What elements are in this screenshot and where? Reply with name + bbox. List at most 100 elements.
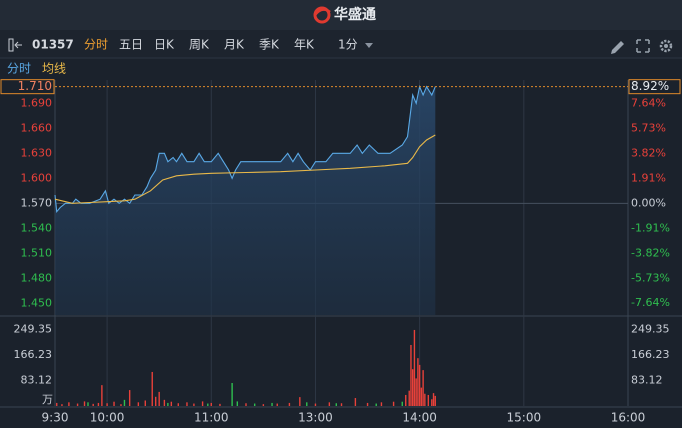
series-line bbox=[54, 84, 436, 214]
last-price-box bbox=[0, 79, 55, 95]
volume-bar bbox=[405, 394, 407, 406]
draw-icon[interactable] bbox=[611, 41, 624, 54]
y2-tick-label: 1.91% bbox=[631, 171, 666, 184]
volume-bar bbox=[167, 402, 169, 406]
period-tab[interactable]: 分时 bbox=[84, 38, 108, 52]
y-tick-label: 1.480 bbox=[21, 271, 53, 284]
settings-icon[interactable] bbox=[659, 39, 673, 53]
volume-bar bbox=[431, 399, 433, 406]
period-tab[interactable]: 季K bbox=[259, 38, 280, 52]
volume-bar bbox=[231, 383, 233, 406]
volume-bar bbox=[210, 402, 212, 406]
volume-bar bbox=[177, 403, 179, 406]
volume-tick-label: 166.23 bbox=[631, 348, 670, 361]
volume-bar bbox=[306, 402, 308, 406]
volume-unit: 万 bbox=[42, 393, 53, 406]
y-tick-label: 1.540 bbox=[21, 221, 53, 234]
volume-bar bbox=[87, 402, 89, 406]
volume-bar bbox=[158, 391, 160, 406]
x-tick-label: 11:00 bbox=[194, 411, 229, 425]
series-line bbox=[54, 134, 436, 204]
y-tick-label: 1.570 bbox=[21, 196, 53, 209]
volume-bar bbox=[375, 403, 377, 406]
interval-select[interactable]: 1分 bbox=[338, 38, 358, 52]
volume-bar bbox=[219, 403, 221, 406]
y2-tick-label: -3.82% bbox=[631, 246, 670, 259]
volume-bar bbox=[417, 358, 419, 406]
back-icon[interactable] bbox=[8, 38, 22, 52]
volume-bar bbox=[186, 402, 188, 406]
y-tick-label: 1.600 bbox=[21, 171, 53, 184]
volume-bar bbox=[401, 401, 403, 406]
volume-bar bbox=[123, 399, 126, 406]
volume-bar bbox=[144, 400, 146, 406]
volume-bar bbox=[271, 402, 273, 406]
volume-bar bbox=[276, 403, 278, 406]
period-tab[interactable]: 周K bbox=[189, 38, 210, 52]
y-tick-label: 1.630 bbox=[21, 146, 53, 159]
period-tab[interactable]: 年K bbox=[294, 38, 315, 52]
volume-bar bbox=[97, 402, 100, 406]
volume-bar bbox=[101, 385, 103, 406]
volume-bar bbox=[120, 404, 122, 406]
volume-bar bbox=[83, 401, 86, 406]
x-tick-label: 15:00 bbox=[507, 411, 542, 425]
y2-tick-label: 5.73% bbox=[631, 121, 666, 134]
volume-bar bbox=[56, 402, 58, 406]
period-tab[interactable]: 五日 bbox=[119, 38, 143, 52]
x-tick-label: 9:30 bbox=[42, 411, 69, 425]
volume-bar bbox=[411, 369, 414, 406]
volume-bar bbox=[415, 378, 417, 406]
volume-bar bbox=[392, 401, 395, 406]
period-tab[interactable]: 月K bbox=[224, 38, 245, 52]
volume-bar bbox=[424, 393, 426, 406]
fullscreen-icon[interactable] bbox=[636, 39, 650, 53]
y2-tick-label: -1.91% bbox=[631, 221, 670, 234]
y2-tick-label: 7.64% bbox=[631, 96, 666, 109]
volume-bar bbox=[68, 402, 70, 406]
volume-bar bbox=[418, 364, 421, 406]
x-tick-label: 14:00 bbox=[402, 411, 437, 425]
volume-bar bbox=[253, 403, 256, 406]
last-change-label: 8.92% bbox=[631, 79, 669, 93]
logo bbox=[313, 6, 331, 24]
legend: 分时 均线 bbox=[7, 62, 66, 76]
period-tab[interactable]: 日K bbox=[154, 38, 175, 52]
dropdown-arrow[interactable] bbox=[365, 43, 373, 48]
volume-bar bbox=[113, 401, 115, 406]
y-tick-label: 1.450 bbox=[21, 296, 53, 309]
stock-code: 01357 bbox=[32, 38, 74, 52]
volume-bar bbox=[420, 387, 423, 406]
volume-bar bbox=[380, 402, 383, 406]
x-tick-label: 16:00 bbox=[611, 411, 646, 425]
volume-bar bbox=[128, 390, 131, 406]
volume-tick-label: 83.12 bbox=[21, 374, 53, 387]
plot: 9:30 10:00 11:00 13:00 14:00 15:00 16:00 1.690 1… bbox=[0, 79, 682, 425]
volume-bar bbox=[262, 404, 265, 406]
volume-bar bbox=[427, 394, 430, 406]
volume-bar bbox=[314, 403, 317, 406]
volume-bar bbox=[335, 403, 337, 406]
volume-bar bbox=[163, 399, 166, 406]
volume-bar bbox=[288, 402, 291, 406]
volume-bar bbox=[408, 390, 410, 406]
y2-tick-label: 0.00% bbox=[631, 196, 666, 209]
volume-bar bbox=[410, 344, 412, 406]
volume-tick-label: 166.23 bbox=[14, 348, 53, 361]
volume-bar bbox=[151, 371, 153, 406]
brand: 华盛通 bbox=[334, 6, 376, 23]
volume-bar bbox=[92, 403, 94, 406]
y2-tick-label: -7.64% bbox=[631, 296, 670, 309]
volume-bar bbox=[155, 396, 157, 406]
price-area bbox=[55, 86, 436, 315]
volume-bar bbox=[354, 398, 357, 406]
volume-bar bbox=[76, 403, 79, 406]
period-tabs: 分时 五日 日K 周K 月K 季K 年K bbox=[84, 38, 315, 52]
last-price-label: 1.710 bbox=[18, 79, 52, 93]
volume-bar bbox=[413, 329, 416, 406]
legend-item: 分时 bbox=[7, 62, 31, 76]
header-bar bbox=[0, 0, 682, 30]
y-tick-label: 1.660 bbox=[21, 121, 53, 134]
